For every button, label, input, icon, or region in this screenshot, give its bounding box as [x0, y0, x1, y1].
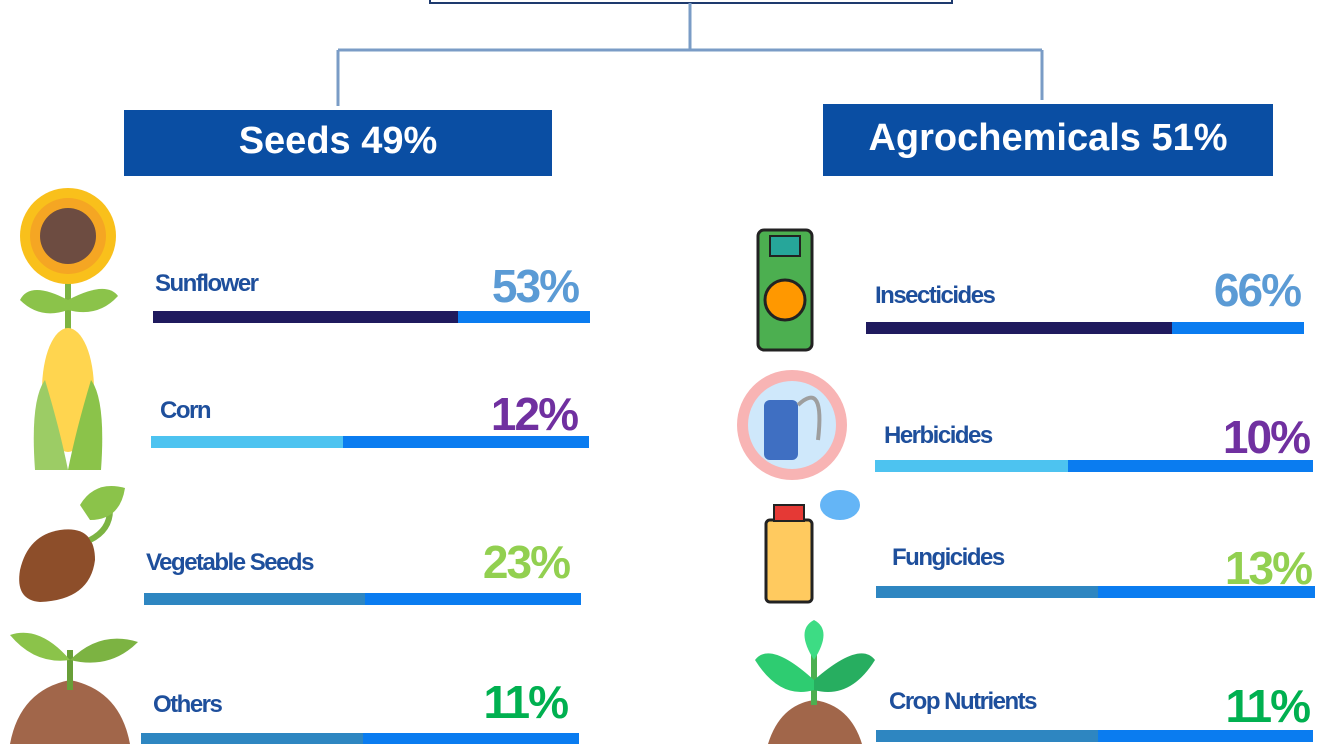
item-percent: 66%	[1214, 264, 1301, 316]
item-label: Crop Nutrients	[889, 688, 1037, 715]
corn-icon	[33, 328, 103, 470]
item-percent: 11%	[483, 676, 568, 728]
item-percent: 53%	[492, 260, 579, 312]
bar-segment	[363, 733, 579, 744]
sprout-icon	[10, 632, 138, 744]
agro-title: Agrochemicals 51%	[868, 117, 1227, 159]
item-percent: 10%	[1223, 411, 1310, 463]
seed-icon	[19, 486, 125, 602]
item-label: Fungicides	[892, 544, 1005, 571]
item-percent: 13%	[1225, 542, 1312, 594]
bar-segment	[343, 436, 589, 448]
tree-lines	[336, 0, 1044, 106]
bar-segment	[876, 586, 1098, 598]
item-label: Others	[153, 691, 223, 718]
insecticide-icon	[756, 228, 814, 352]
item-label: Herbicides	[884, 422, 993, 449]
agro-header	[823, 104, 1273, 176]
seeds-header	[124, 110, 552, 176]
bar-segment	[1098, 730, 1313, 742]
item-percent: 12%	[491, 388, 578, 440]
bar-segment	[875, 460, 1068, 472]
bar-segment	[876, 730, 1098, 742]
bar-segment	[1172, 322, 1304, 334]
herbicide-icon	[737, 370, 847, 480]
item-percent: 11%	[1225, 680, 1310, 732]
item-label: Insecticides	[875, 282, 996, 309]
sunflower-icon	[20, 188, 118, 330]
bar-segment	[1098, 586, 1315, 598]
item-percent: 23%	[483, 536, 570, 588]
fungicide-icon	[764, 490, 860, 604]
plant-icon	[755, 620, 875, 744]
item-label: Sunflower	[155, 270, 259, 297]
item-label: Vegetable Seeds	[146, 549, 314, 576]
bar-segment	[153, 311, 458, 323]
bar-segment	[458, 311, 590, 323]
seeds-title: Seeds 49%	[239, 120, 438, 162]
bar-segment	[1068, 460, 1313, 472]
bar-segment	[151, 436, 343, 448]
bar-segment	[144, 593, 365, 605]
item-label: Corn	[160, 397, 211, 424]
items: Sunflower 53% Corn 12% Vegetable Seeds 23% Oth…	[141, 260, 1315, 744]
bar-segment	[141, 733, 363, 744]
bar-segment	[365, 593, 581, 605]
bar-segment	[866, 322, 1172, 334]
